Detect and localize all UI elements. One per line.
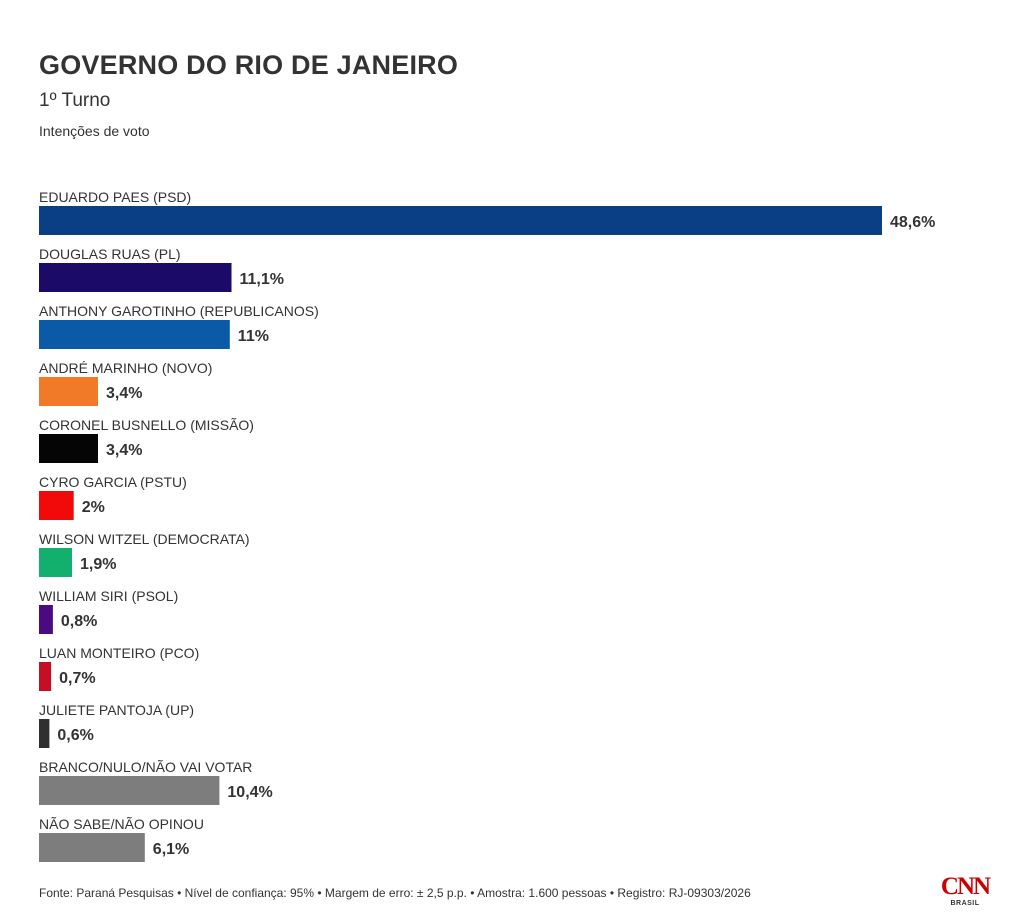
- category-label: BRANCO/NULO/NÃO VAI VOTAR: [39, 759, 252, 775]
- category-label: LUAN MONTEIRO (PCO): [39, 645, 199, 661]
- page-title: GOVERNO DO RIO DE JANEIRO: [39, 50, 459, 80]
- category-label: ANDRÉ MARINHO (NOVO): [39, 360, 212, 376]
- bar: [39, 605, 53, 634]
- category-label: NÃO SABE/NÃO OPINOU: [39, 816, 204, 832]
- value-label: 48,6%: [890, 214, 935, 231]
- category-label: DOUGLAS RUAS (PL): [39, 246, 181, 262]
- value-label: 3,4%: [106, 442, 142, 459]
- value-label: 10,4%: [227, 784, 272, 801]
- value-label: 0,7%: [59, 670, 95, 687]
- bar: [39, 491, 74, 520]
- bar: [39, 434, 98, 463]
- category-label: WILLIAM SIRI (PSOL): [39, 588, 178, 604]
- value-label: 11%: [238, 328, 269, 345]
- category-label: WILSON WITZEL (DEMOCRATA): [39, 531, 250, 547]
- value-label: 2%: [82, 499, 105, 516]
- category-label: EDUARDO PAES (PSD): [39, 189, 191, 205]
- value-label: 6,1%: [153, 841, 189, 858]
- category-label: ANTHONY GAROTINHO (REPUBLICANOS): [39, 303, 319, 319]
- value-label: 3,4%: [106, 385, 142, 402]
- cnn-brasil-logo: CNN BRASIL: [940, 873, 991, 910]
- cnn-logo-mark: CNN: [940, 873, 991, 900]
- bar: [39, 833, 145, 862]
- bar: [39, 719, 50, 748]
- bar: [39, 263, 232, 292]
- cnn-logo-sub: BRASIL: [950, 900, 980, 907]
- chart-subtitle: 1º Turno: [39, 90, 111, 111]
- chart-description: Intenções de voto: [39, 123, 150, 139]
- source-note: Fonte: Paraná Pesquisas • Nível de confi…: [39, 886, 751, 900]
- value-label: 0,6%: [57, 727, 93, 744]
- bar: [39, 206, 882, 235]
- category-label: JULIETE PANTOJA (UP): [39, 702, 194, 718]
- value-label: 0,8%: [61, 613, 97, 630]
- value-label: 1,9%: [80, 556, 116, 573]
- category-label: CORONEL BUSNELLO (MISSÃO): [39, 417, 254, 433]
- category-label: CYRO GARCIA (PSTU): [39, 474, 187, 490]
- bar: [39, 548, 72, 577]
- value-label: 11,1%: [240, 271, 284, 288]
- bar: [39, 320, 230, 349]
- bar: [39, 662, 52, 691]
- bar: [39, 377, 98, 406]
- bar: [39, 776, 220, 805]
